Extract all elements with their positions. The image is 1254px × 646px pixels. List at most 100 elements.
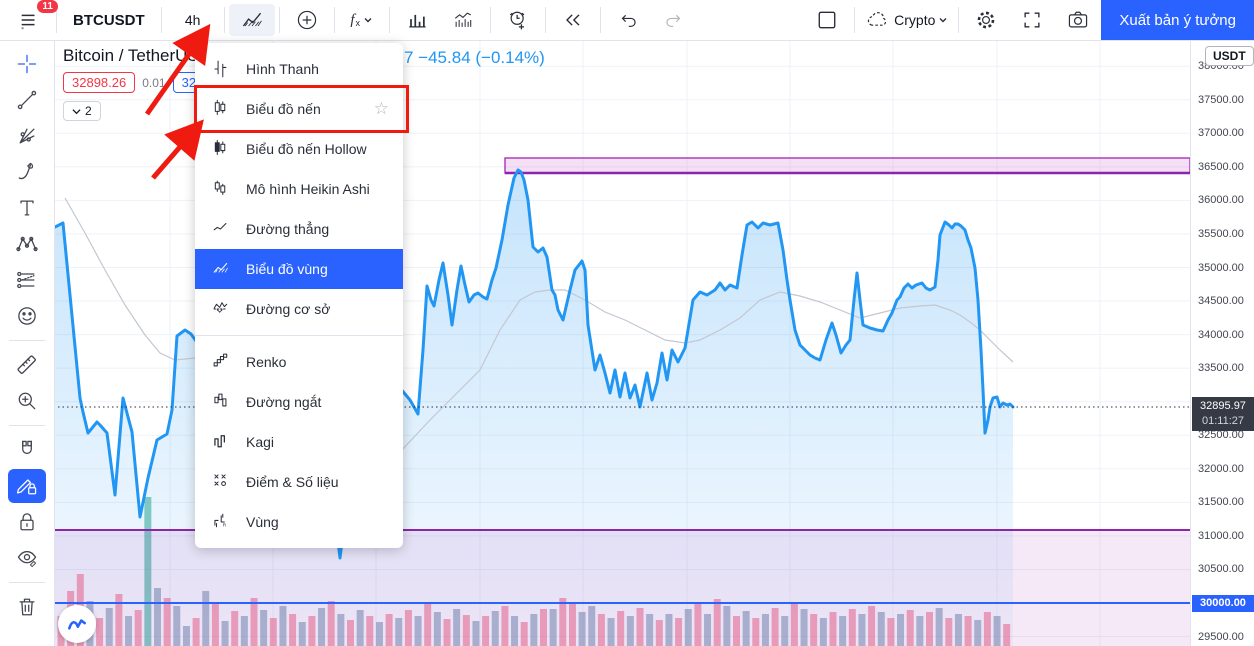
tool-measure[interactable] xyxy=(8,348,46,382)
menu-item--ng-ng-t[interactable]: Đường ngắt xyxy=(195,382,403,422)
hollow-candles-icon xyxy=(214,139,226,156)
divider xyxy=(388,7,390,33)
fullscreen-button[interactable] xyxy=(1009,4,1055,36)
main-menu-button[interactable]: 11 xyxy=(6,0,58,36)
redo-button[interactable] xyxy=(651,4,697,36)
tool-trendline[interactable] xyxy=(8,83,46,117)
divider xyxy=(9,340,45,341)
cloud-layout-button[interactable]: Crypto xyxy=(859,4,954,36)
alert-button[interactable] xyxy=(495,4,541,36)
tool-text[interactable] xyxy=(8,191,46,225)
menu-item-label: Biểu đồ nến Hollow xyxy=(246,141,367,157)
price-tick: 33500.00 xyxy=(1198,362,1244,375)
price-tick: 35000.00 xyxy=(1198,261,1244,274)
chart-type-button[interactable] xyxy=(228,4,275,36)
menu-item-v-ng[interactable]: R Vùng xyxy=(195,502,403,542)
menu-item-bi-u-n-n[interactable]: Biểu đồ nến ☆ xyxy=(195,89,403,129)
notification-badge: 11 xyxy=(37,0,58,13)
tool-patterns[interactable] xyxy=(8,227,46,261)
price-tick: 37500.00 xyxy=(1198,93,1244,106)
spread-value: 0.01 xyxy=(142,75,166,90)
tool-remove-drawings[interactable] xyxy=(8,590,46,624)
plus-circle-icon xyxy=(297,10,316,30)
indicator-count: 2 xyxy=(85,104,92,118)
ruler-icon xyxy=(17,355,36,374)
tool-hide-drawings[interactable] xyxy=(8,541,46,575)
settings-button[interactable] xyxy=(963,4,1009,36)
menu-item--i-m-s-li-u[interactable]: Điểm & Số liệu xyxy=(195,462,403,502)
sell-price-button[interactable]: 32898.26 xyxy=(63,72,136,93)
menu-item-h-nh-thanh[interactable]: Hình Thanh xyxy=(195,49,403,89)
tool-emoji[interactable] xyxy=(8,299,46,333)
symbol-search-button[interactable]: BTCUSDT xyxy=(73,11,145,29)
draw-lock-icon xyxy=(16,479,37,495)
compare-button[interactable] xyxy=(284,4,330,36)
brush-icon xyxy=(18,162,34,180)
tool-magnet[interactable] xyxy=(8,433,46,467)
price-axis[interactable]: 38000.00 37500.00 37000.00 36500.00 36000.00… xyxy=(1190,40,1254,646)
horizontal-line-price-badge: 30000.00 xyxy=(1192,595,1254,612)
heikin-ashi-icon xyxy=(214,180,226,196)
crosshair-icon xyxy=(17,54,37,74)
price-tick: 29500.00 xyxy=(1198,630,1244,643)
redo-icon xyxy=(666,14,681,27)
favorite-star-icon[interactable]: ☆ xyxy=(373,99,389,118)
interval-button[interactable]: 4h xyxy=(184,12,201,28)
publish-idea-button[interactable]: Xuất bản ý tưởng xyxy=(1101,0,1254,40)
divider xyxy=(958,7,960,33)
tool-forecast[interactable] xyxy=(8,263,46,297)
tool-crosshair[interactable] xyxy=(8,47,46,81)
kagi-icon xyxy=(214,435,225,448)
financials-button[interactable] xyxy=(440,4,486,36)
tradingview-logo[interactable] xyxy=(58,605,96,643)
tool-lock-all[interactable] xyxy=(8,505,46,539)
price-tick: 36000.00 xyxy=(1198,194,1244,207)
menu-item-label: Đường cơ sở xyxy=(246,301,331,317)
menu-item-label: Kagi xyxy=(246,434,275,450)
menu-item-bi-u-n-n-hollow[interactable]: Biểu đồ nến Hollow xyxy=(195,129,403,169)
tool-zoom-in[interactable] xyxy=(8,384,46,418)
price-tick: 36500.00 xyxy=(1198,160,1244,173)
fx-icon: f xyxy=(350,11,355,28)
price-tick: 31500.00 xyxy=(1198,496,1244,509)
replay-button[interactable] xyxy=(550,4,596,36)
area-icon xyxy=(213,262,228,273)
menu-item-m-h-nh-heikin-ashi[interactable]: Mô hình Heikin Ashi xyxy=(195,169,403,209)
tradingview-logo-icon xyxy=(68,619,86,630)
currency-unit-button[interactable]: USDT xyxy=(1205,46,1254,66)
price-tick: 37000.00 xyxy=(1198,127,1244,140)
divider xyxy=(160,7,162,33)
pnf-icon xyxy=(214,474,226,486)
price-tick: 35500.00 xyxy=(1198,227,1244,240)
menu-item--ng-th-ng[interactable]: Đường thẳng xyxy=(195,209,403,249)
chevron-down-icon xyxy=(364,18,372,23)
menu-item-bi-u-v-ng[interactable]: Biểu đồ vùng xyxy=(195,249,403,289)
price-tick: 32000.00 xyxy=(1198,462,1244,475)
baseline-icon xyxy=(213,302,228,313)
replay-icon xyxy=(565,14,580,26)
last-price-value: 32895.97 xyxy=(1200,400,1246,412)
menu-item-label: Điểm & Số liệu xyxy=(246,474,339,490)
zoom-in-icon xyxy=(18,392,36,410)
legend-collapse-button[interactable]: 2 xyxy=(63,101,101,121)
menu-item-kagi[interactable]: Kagi xyxy=(195,422,403,462)
alert-plus-icon xyxy=(509,11,525,30)
tool-brush[interactable] xyxy=(8,155,46,189)
indicator-templates-button[interactable] xyxy=(394,4,440,36)
menu-item-label: Biểu đồ vùng xyxy=(246,261,328,277)
tool-gann[interactable] xyxy=(8,119,46,153)
undo-button[interactable] xyxy=(605,4,651,36)
magnet-icon xyxy=(22,440,32,455)
menu-item--ng-c-s-[interactable]: Đường cơ sở xyxy=(195,289,403,329)
screenshot-button[interactable] xyxy=(1055,4,1101,36)
divider xyxy=(599,7,601,33)
divider xyxy=(9,425,45,426)
layout-button[interactable] xyxy=(804,4,850,36)
menu-item-renko[interactable]: Renko xyxy=(195,342,403,382)
gear-icon xyxy=(978,11,995,29)
text-icon xyxy=(20,200,34,216)
tool-drawing-lock[interactable] xyxy=(8,469,46,503)
price-change-text: 7 −45.84 (−0.14%) xyxy=(404,48,545,67)
